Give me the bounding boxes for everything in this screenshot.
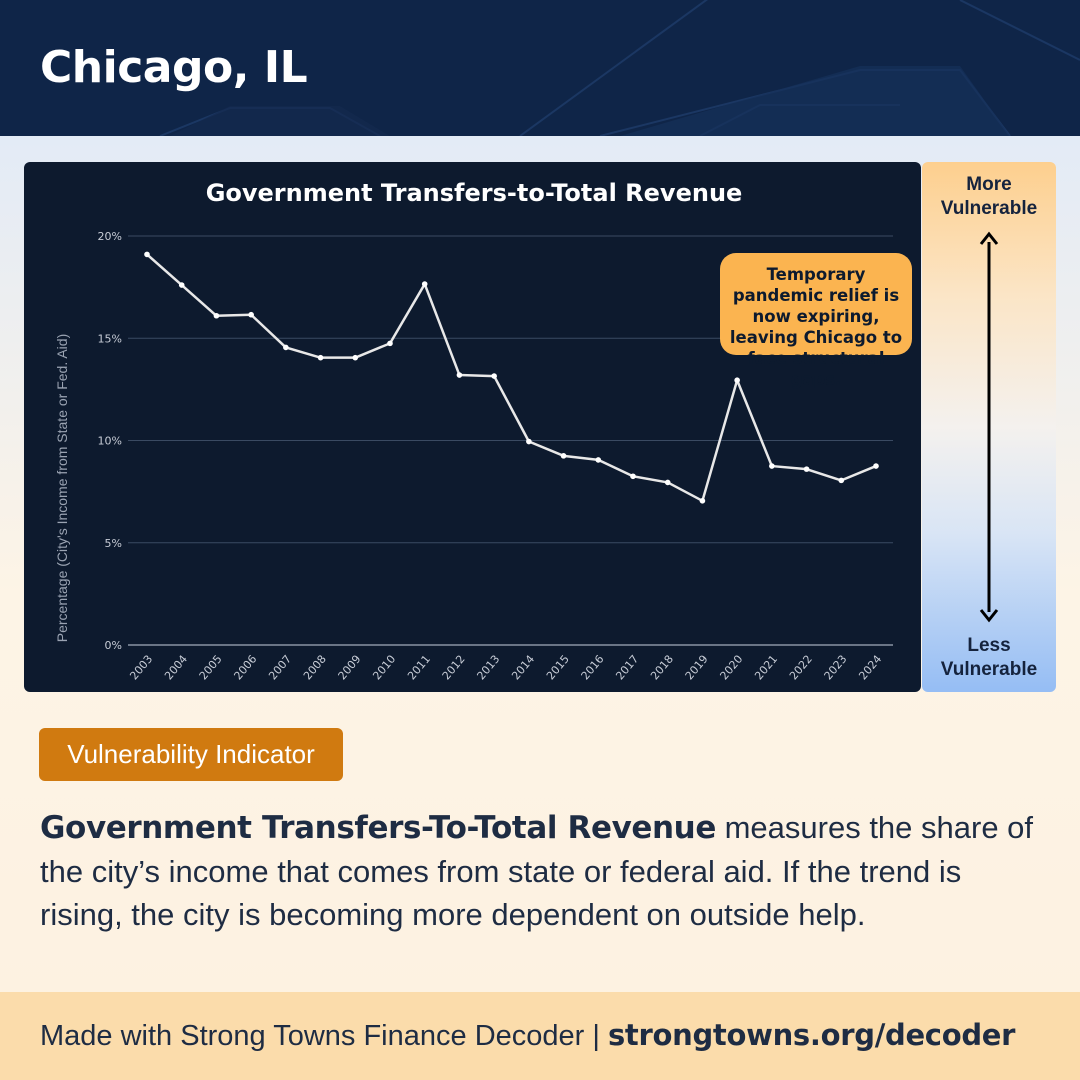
- x-tick-label: 2007: [266, 653, 294, 683]
- data-point: [491, 373, 497, 379]
- x-tick-label: 2021: [752, 653, 780, 683]
- data-point: [248, 311, 254, 318]
- x-tick-label: 2012: [440, 653, 468, 683]
- data-point: [873, 463, 879, 469]
- x-tick-label: 2022: [787, 653, 815, 683]
- y-tick-label: 15%: [98, 332, 122, 345]
- data-point: [213, 312, 220, 319]
- data-point: [664, 479, 671, 486]
- x-tick-label: 2004: [162, 653, 190, 683]
- x-tick-label: 2023: [822, 653, 850, 683]
- pandemic-annotation: Temporary pandemic relief is now expirin…: [720, 253, 912, 389]
- data-point: [630, 473, 636, 480]
- data-point: [178, 282, 185, 288]
- series-line: [146, 253, 877, 503]
- x-tick-label: 2014: [509, 653, 537, 683]
- data-point: [526, 438, 532, 445]
- x-tick-label: 2003: [127, 653, 155, 683]
- indicator-explanation: measures the share of the city’s income …: [40, 810, 1034, 932]
- x-tick-label: 2016: [579, 653, 607, 683]
- indicator-description: Government Transfers-To-Total Revenue me…: [40, 806, 1050, 936]
- x-tick-label: 2020: [717, 653, 745, 683]
- x-tick-label: 2005: [197, 653, 225, 683]
- y-tick-label: 10%: [98, 435, 122, 448]
- data-point: [734, 377, 740, 383]
- data-point: [317, 354, 324, 361]
- data-point: [595, 457, 602, 463]
- data-point: [699, 498, 706, 504]
- double-arrow-icon: [979, 231, 999, 623]
- footer-credit: Made with Strong Towns Finance Decoder |…: [40, 992, 1015, 1079]
- x-tick-label: 2013: [474, 653, 502, 683]
- data-point: [560, 453, 567, 459]
- vulnerability-scale: More Vulnerable Less Vulnerable: [922, 162, 1056, 692]
- data-point: [803, 466, 810, 472]
- data-point: [456, 372, 463, 378]
- y-axis-label: Percentage (City's Income from State or …: [54, 334, 70, 642]
- x-tick-label: 2024: [856, 653, 884, 683]
- data-point: [352, 354, 359, 361]
- x-tick-label: 2018: [648, 653, 676, 683]
- data-point: [387, 340, 393, 347]
- x-tick-label: 2010: [370, 653, 398, 683]
- chart-title: Government Transfers-to-Total Revenue: [206, 179, 743, 207]
- data-point: [283, 344, 289, 351]
- chart-panel: Government Transfers-to-Total Revenue Pe…: [24, 162, 921, 692]
- data-point: [421, 281, 428, 287]
- x-tick-label: 2017: [613, 653, 641, 683]
- header-decoration: [159, 0, 1080, 136]
- x-tick-label: 2015: [544, 653, 572, 683]
- data-point: [769, 463, 775, 469]
- header-banner: Chicago, IL: [0, 0, 1080, 136]
- x-tick-label: 2009: [336, 653, 364, 683]
- page-title: Chicago, IL: [40, 42, 308, 93]
- data-point: [838, 477, 845, 484]
- footer: Made with Strong Towns Finance Decoder |…: [0, 992, 1080, 1080]
- more-vulnerable-label: More Vulnerable: [940, 174, 1038, 219]
- x-tick-label: 2011: [405, 653, 433, 683]
- y-tick-label: 20%: [98, 230, 122, 243]
- x-tick-label: 2008: [301, 653, 329, 683]
- footer-link[interactable]: strongtowns.org/decoder: [607, 1018, 1016, 1052]
- line-chart: Government Transfers-to-Total Revenue Pe…: [54, 179, 893, 683]
- indicator-term: Government Transfers-To-Total Revenue: [40, 810, 716, 846]
- data-point: [144, 251, 150, 258]
- y-tick-label: 5%: [105, 537, 122, 550]
- vulnerability-indicator-badge: Vulnerability Indicator: [39, 728, 343, 781]
- less-vulnerable-label: Less Vulnerable: [940, 635, 1038, 680]
- x-tick-label: 2019: [683, 653, 711, 683]
- y-tick-label: 0%: [105, 639, 122, 652]
- x-tick-label: 2006: [231, 653, 259, 683]
- footer-prefix: Made with Strong Towns Finance Decoder |: [40, 1020, 608, 1052]
